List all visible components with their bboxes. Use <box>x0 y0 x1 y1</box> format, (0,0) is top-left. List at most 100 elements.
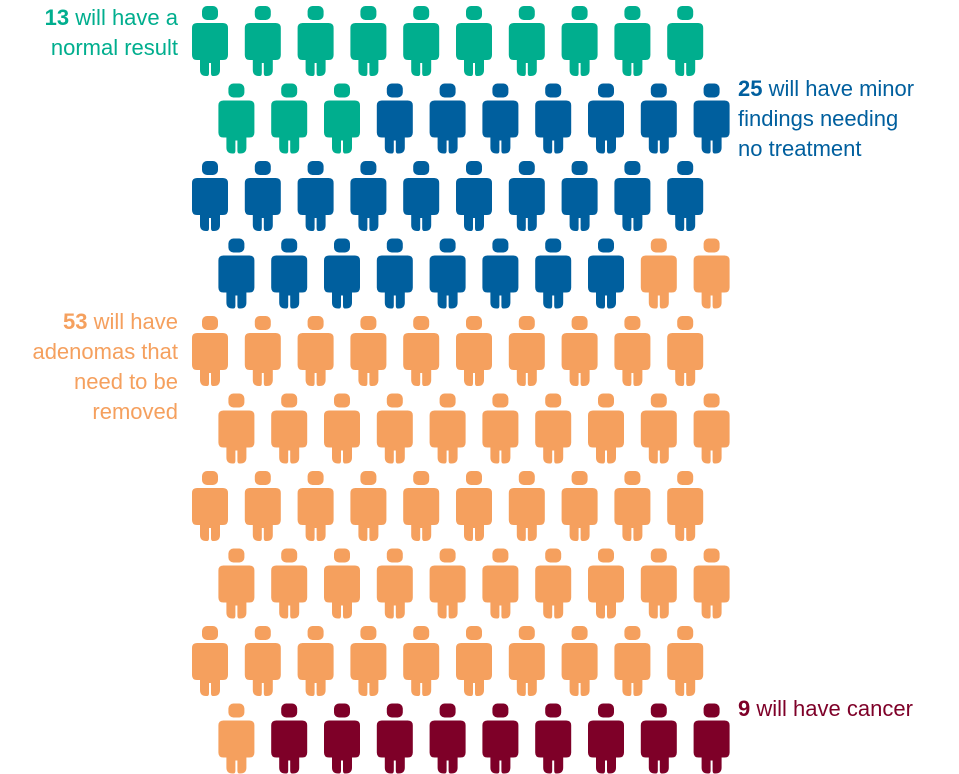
person-icon-normal <box>350 6 387 76</box>
person-icon-cancer <box>429 703 466 774</box>
person-icon-minor <box>429 83 466 154</box>
person-icon-adenoma <box>350 316 387 386</box>
person-icon-adenoma <box>482 548 519 619</box>
person-icon-minor <box>535 83 572 154</box>
person-icon-minor <box>403 161 440 231</box>
person-icon-minor <box>693 83 730 154</box>
person-icon-adenoma <box>192 626 228 696</box>
person-icon-adenoma <box>218 703 255 774</box>
person-icon-adenoma <box>403 316 440 386</box>
person-icon-cancer <box>693 703 730 774</box>
person-icon-adenoma <box>324 548 360 619</box>
person-icon-cancer <box>324 703 360 774</box>
person-icon-minor <box>324 238 360 309</box>
person-icon-adenoma <box>456 471 492 541</box>
person-icon-minor <box>482 83 519 154</box>
label-adenoma-text-1: will have <box>93 309 178 334</box>
label-minor-count: 25 <box>738 76 763 101</box>
person-icon-normal <box>614 6 651 76</box>
person-icon-adenoma <box>535 393 572 464</box>
person-icon-adenoma <box>561 316 598 386</box>
person-icon-adenoma <box>350 626 387 696</box>
person-icon-adenoma <box>588 548 624 619</box>
person-icon-adenoma <box>218 393 255 464</box>
person-icon-adenoma <box>297 316 334 386</box>
label-minor: 25 will have minor findings needing no t… <box>738 74 914 164</box>
person-icon-minor <box>297 161 334 231</box>
person-icon-minor <box>667 161 704 231</box>
person-icon-adenoma <box>561 471 598 541</box>
person-icon-adenoma <box>403 626 440 696</box>
person-icon-adenoma <box>324 393 360 464</box>
person-icon-minor <box>482 238 519 309</box>
person-icon-adenoma <box>192 471 228 541</box>
person-icon-normal <box>297 6 334 76</box>
label-adenoma: 53 will have adenomas that need to be re… <box>32 307 178 427</box>
person-icon-normal <box>456 6 492 76</box>
label-cancer-count: 9 <box>738 696 751 721</box>
person-icon-adenoma <box>376 548 413 619</box>
person-icon-adenoma <box>271 548 308 619</box>
person-icon-adenoma <box>667 626 704 696</box>
person-icon-adenoma <box>244 626 281 696</box>
person-icon-minor <box>218 238 255 309</box>
person-icon-normal <box>271 83 308 154</box>
label-normal-text-2: normal result <box>50 35 178 60</box>
label-minor-text-1: will have minor <box>768 76 915 101</box>
label-cancer-text-1: will have cancer <box>756 696 913 721</box>
person-icon-adenoma <box>429 393 466 464</box>
person-icon-cancer <box>640 703 677 774</box>
person-icon-adenoma <box>667 316 704 386</box>
person-icon-minor <box>640 83 677 154</box>
label-normal-line-1: 13 will have a <box>45 3 178 33</box>
person-icon-normal <box>561 6 598 76</box>
person-icon-minor <box>535 238 572 309</box>
label-normal: 13 will have a normal result <box>45 3 178 63</box>
person-icon-cancer <box>271 703 308 774</box>
person-icon-normal <box>192 6 228 76</box>
person-icon-adenoma <box>508 626 545 696</box>
person-icon-minor <box>456 161 492 231</box>
person-icon-adenoma <box>667 471 704 541</box>
person-icon-adenoma <box>192 316 228 386</box>
person-icon-adenoma <box>614 626 651 696</box>
label-adenoma-text-3: need to be <box>74 369 178 394</box>
person-icon-adenoma <box>535 548 572 619</box>
label-cancer-line-1: 9 will have cancer <box>738 694 913 724</box>
person-icon-adenoma <box>403 471 440 541</box>
person-icon-normal <box>244 6 281 76</box>
person-icon-minor <box>508 161 545 231</box>
person-icon-adenoma <box>350 471 387 541</box>
person-icon-adenoma <box>456 626 492 696</box>
person-icon-adenoma <box>614 471 651 541</box>
person-icon-adenoma <box>297 626 334 696</box>
person-icon-minor <box>271 238 308 309</box>
person-icon-adenoma <box>482 393 519 464</box>
person-icon-adenoma <box>640 238 677 309</box>
person-icon-minor <box>561 161 598 231</box>
person-icon-adenoma <box>218 548 255 619</box>
person-icon-adenoma <box>640 393 677 464</box>
person-icon-minor <box>244 161 281 231</box>
person-icon-cancer <box>588 703 624 774</box>
person-icon-minor <box>588 83 624 154</box>
person-icon-adenoma <box>376 393 413 464</box>
label-adenoma-text-2: adenomas that <box>32 339 178 364</box>
person-icon-adenoma <box>244 471 281 541</box>
person-icon-adenoma <box>693 393 730 464</box>
label-minor-text-3: no treatment <box>738 136 862 161</box>
person-icon-adenoma <box>614 316 651 386</box>
person-icon-adenoma <box>508 471 545 541</box>
person-icon-adenoma <box>244 316 281 386</box>
person-icon-adenoma <box>271 393 308 464</box>
label-minor-text-2: findings needing <box>738 106 899 131</box>
person-icon-minor <box>376 83 413 154</box>
label-normal-text-1: will have a <box>75 5 178 30</box>
label-adenoma-count: 53 <box>63 309 88 334</box>
person-icon-adenoma <box>561 626 598 696</box>
person-icon-minor <box>376 238 413 309</box>
person-icon-minor <box>350 161 387 231</box>
person-icon-normal <box>667 6 704 76</box>
person-icon-adenoma <box>588 393 624 464</box>
